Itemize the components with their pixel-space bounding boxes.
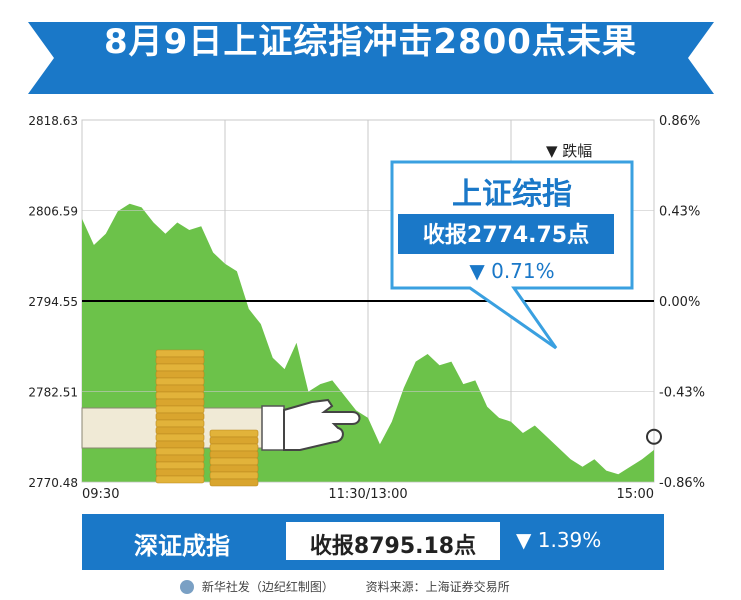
y-tick-left: 2770.48 [28, 476, 78, 490]
coin [155, 363, 205, 372]
callout: 上证综指 收报2774.75点 ▼ 0.71% [390, 160, 634, 350]
coin [209, 429, 259, 438]
coins-hand-illustration [81, 349, 361, 487]
x-tick: 15:00 [617, 487, 654, 502]
cuff [261, 405, 285, 451]
decline-legend: ▼ 跌幅 [546, 142, 592, 160]
coin [155, 454, 205, 463]
coin [209, 443, 259, 452]
callout-change: ▼ 0.71% [469, 259, 554, 283]
coin [155, 398, 205, 407]
y-tick-right: -0.43% [659, 386, 705, 401]
footer-credit: 新华社发（边纪红制图） [201, 580, 334, 594]
coin [155, 349, 205, 358]
y-tick-right: -0.86% [659, 476, 705, 491]
shenzhen-close-box: 收报8795.18点 [286, 522, 500, 560]
coin [155, 384, 205, 393]
pointing-hand [283, 398, 361, 451]
coin [155, 405, 205, 414]
coin [209, 450, 259, 459]
shenzhen-bar: 深证成指 收报8795.18点 ▼ 1.39% [82, 514, 664, 570]
coin-stack-tall [155, 349, 205, 484]
shenzhen-close: 收报8795.18点 [309, 534, 477, 559]
callout-bubble [390, 160, 634, 350]
x-tick: 09:30 [82, 487, 119, 502]
y-tick-left: 2782.51 [28, 386, 78, 400]
coin [209, 464, 259, 473]
coin [155, 412, 205, 421]
shenzhen-name: 深证成指 [134, 532, 230, 560]
chart-title: 8月9日上证综指冲击2800点未果 [104, 22, 637, 62]
callout-index-name: 上证综指 [452, 177, 572, 212]
coin [155, 468, 205, 477]
coin [155, 391, 205, 400]
coin [209, 478, 259, 487]
y-tick-left: 2794.55 [28, 295, 78, 309]
index-chart: 2818.63 2806.59 2794.55 2782.51 2770.48 0.86… [28, 114, 705, 502]
y-tick-left: 2818.63 [28, 114, 78, 128]
coin [155, 356, 205, 365]
coin [155, 461, 205, 470]
callout-close-bar [398, 214, 614, 254]
y-tick-right: 0.43% [659, 205, 700, 220]
coin [155, 447, 205, 456]
coin [155, 426, 205, 435]
coin [155, 377, 205, 386]
coin [155, 370, 205, 379]
title-banner [28, 22, 714, 94]
x-tick: 11:30/13:00 [328, 487, 407, 502]
callout-close: 收报2774.75点 [423, 222, 589, 248]
footer: 新华社发（边纪红制图） 资料来源：上海证券交易所 [180, 578, 510, 595]
coin [155, 440, 205, 449]
coin [209, 457, 259, 466]
y-tick-right: 0.00% [659, 295, 700, 310]
coin [155, 433, 205, 442]
coin-stack-short [209, 429, 259, 487]
y-tick-right: 0.86% [659, 114, 700, 129]
coin [209, 436, 259, 445]
xinhua-logo-icon [180, 580, 194, 594]
coin [209, 471, 259, 480]
close-marker [646, 428, 662, 445]
coin [155, 419, 205, 428]
shenzhen-change: ▼ 1.39% [516, 528, 602, 552]
coin [155, 475, 205, 484]
y-tick-left: 2806.59 [28, 205, 78, 219]
footer-source: 资料来源：上海证券交易所 [365, 580, 510, 594]
